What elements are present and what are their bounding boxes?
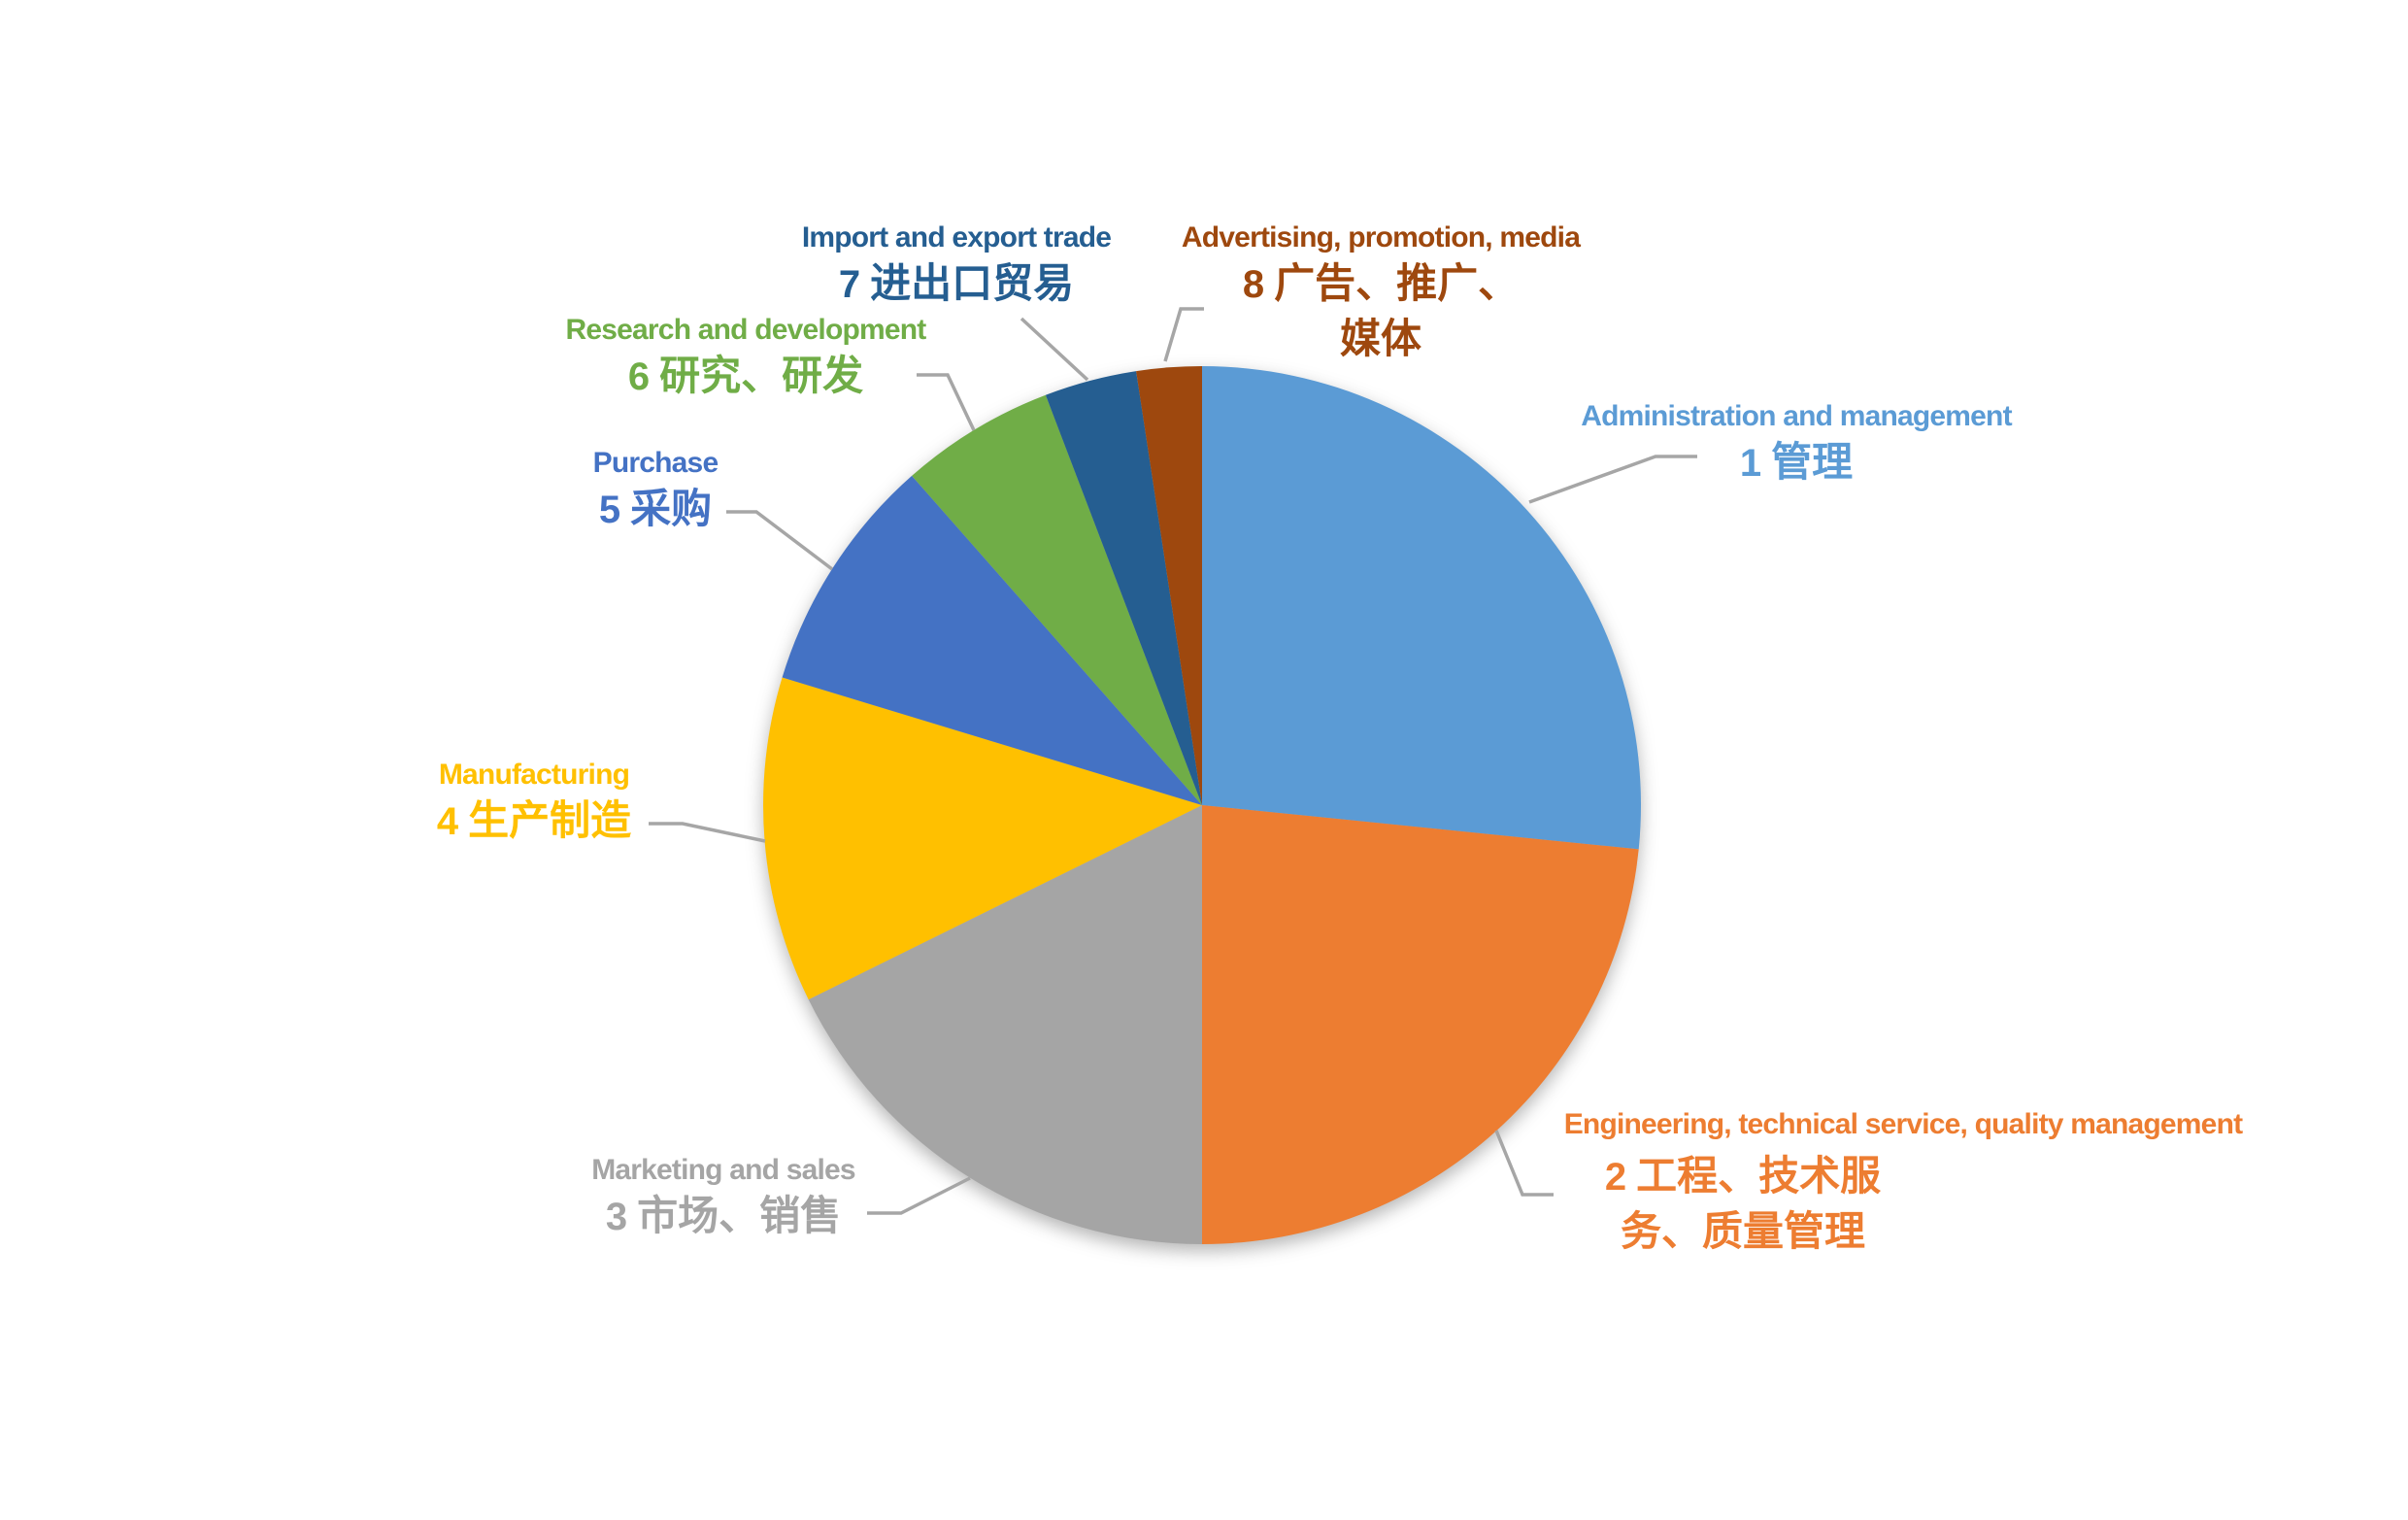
label-marketing-sales-number: 3: [605, 1196, 628, 1238]
label-administration-management: Administration and management 1 管理: [1554, 398, 2039, 490]
pie-slice-advertising: [1136, 365, 1202, 805]
pie-slice-administration: [1202, 366, 1641, 850]
label-manufacturing: Manufacturing 4 生产制造: [340, 757, 728, 849]
label-manufacturing-zh: 4 生产制造: [436, 796, 632, 844]
label-advertising-promotion-media-en: Advertising, promotion, media: [1181, 221, 1581, 253]
label-research-development-number: 6: [627, 355, 651, 398]
label-administration-management-number: 1: [1739, 442, 1762, 485]
leader-lines: [649, 307, 1697, 1215]
label-purchase-zh: 5 采购: [598, 485, 713, 532]
label-engineering-technical-quality-zh: 2 工程、技术服务、质量管理: [1604, 1152, 1882, 1255]
label-research-development: Research and development 6 研究、研发: [552, 312, 940, 404]
label-administration-management-zh: 1 管理: [1739, 438, 1854, 486]
label-manufacturing-en: Manufacturing: [438, 759, 630, 791]
label-marketing-sales: Marketing and sales 3 市场、销售: [529, 1152, 918, 1244]
label-import-export-trade-en: Import and export trade: [801, 221, 1112, 253]
leader-line-advertising: [1163, 307, 1204, 362]
label-purchase-number: 5: [598, 489, 621, 531]
label-advertising-promotion-media-zh: 8 广告、推广、媒体: [1242, 259, 1520, 362]
label-manufacturing-number: 4: [436, 800, 459, 843]
label-engineering-technical-quality-number: 2: [1604, 1156, 1627, 1199]
label-engineering-technical-quality-en: Engineering, technical service, quality …: [1563, 1108, 2243, 1140]
label-administration-management-en: Administration and management: [1581, 400, 2012, 432]
pie-slice-marketing: [808, 805, 1202, 1244]
pie-slice-purchase: [782, 475, 1202, 805]
pie-slice-import: [1045, 371, 1202, 805]
label-research-development-zh: 6 研究、研发: [627, 352, 864, 399]
label-engineering-technical-quality: Engineering, technical service, quality …: [1544, 1106, 2262, 1259]
leader-line-research: [917, 373, 976, 431]
label-import-export-trade: Import and export trade 7 进出口贸易: [762, 220, 1151, 312]
pie-slice-research: [912, 394, 1202, 805]
label-import-export-trade-zh: 7 进出口贸易: [838, 259, 1075, 307]
leader-line-manufacturing: [649, 822, 766, 843]
label-purchase-en: Purchase: [592, 447, 719, 479]
label-purchase: Purchase 5 采购: [461, 445, 850, 537]
leader-line-engineering: [1494, 1130, 1554, 1197]
label-research-development-en: Research and development: [565, 314, 927, 346]
label-import-export-trade-number: 7: [838, 263, 861, 306]
label-advertising-promotion-media-number: 8: [1242, 263, 1265, 306]
pie-slices: [763, 365, 1641, 1244]
pie-slice-manufacturing: [763, 677, 1202, 1000]
label-advertising-promotion-media: Advertising, promotion, media 8 广告、推广、媒体: [1177, 220, 1585, 366]
leader-line-administration: [1528, 455, 1697, 504]
leader-line-marketing: [867, 1176, 971, 1215]
label-marketing-sales-zh: 3 市场、销售: [605, 1192, 842, 1239]
leader-line-purchase: [726, 510, 834, 571]
leader-line-import: [1020, 317, 1089, 382]
label-marketing-sales-en: Marketing and sales: [591, 1154, 855, 1186]
pie-slice-engineering: [1202, 805, 1639, 1244]
